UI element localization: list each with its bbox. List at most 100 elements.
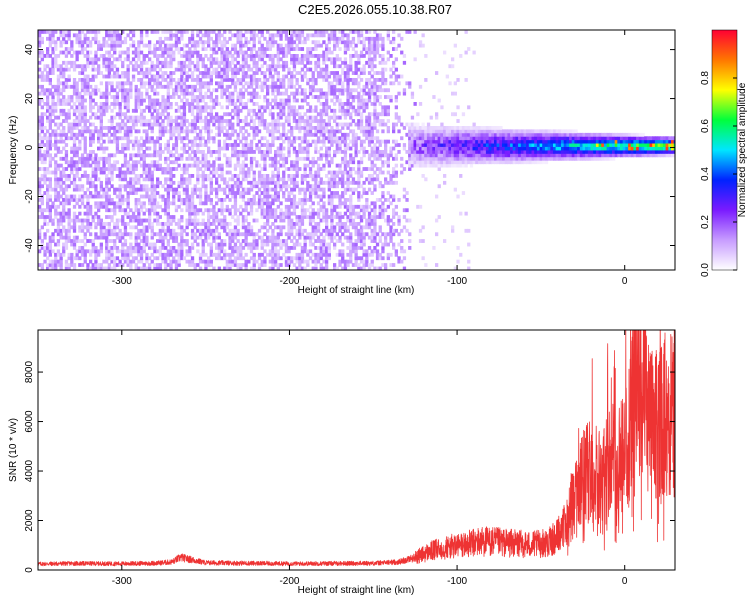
heatmap-cell	[322, 201, 326, 206]
heatmap-cell	[38, 91, 42, 96]
heatmap-cell	[343, 170, 348, 175]
heatmap-cell	[327, 232, 331, 237]
heatmap-cell	[156, 57, 160, 62]
heatmap-cell	[257, 95, 262, 99]
heatmap-cell	[314, 191, 318, 195]
heatmap-cell	[166, 163, 170, 168]
heatmap-cell	[223, 139, 227, 144]
heatmap-cell	[94, 54, 98, 58]
heatmap-cell	[196, 146, 200, 151]
heatmap-cell	[164, 102, 168, 106]
heatmap-cell	[300, 208, 305, 213]
heatmap-cell	[129, 36, 133, 41]
heatmap-cell	[166, 191, 170, 195]
heatmap-cell	[225, 194, 229, 199]
heatmap-cell	[314, 232, 318, 237]
heatmap-cell	[341, 232, 345, 237]
heatmap-cell	[225, 112, 229, 117]
heatmap-cell	[287, 108, 291, 113]
heatmap-cell	[94, 266, 98, 270]
heatmap-cell	[316, 122, 321, 127]
heatmap-cell	[327, 122, 331, 127]
heatmap-cell	[182, 170, 187, 175]
heatmap-cell	[113, 115, 117, 120]
heatmap-cell	[142, 225, 146, 230]
heatmap-cell	[177, 88, 181, 93]
heatmap-cell	[46, 191, 50, 195]
heatmap-cell	[279, 150, 283, 154]
heatmap-cell	[139, 60, 144, 65]
heatmap-cell	[123, 91, 128, 96]
heatmap-cell	[139, 153, 144, 158]
heatmap-cell	[196, 81, 200, 86]
heatmap-cell	[201, 239, 205, 243]
heatmap-cell	[295, 71, 299, 75]
heatmap-cell	[145, 91, 149, 96]
heatmap-cell	[308, 84, 313, 89]
heatmap-cell	[121, 84, 125, 89]
heatmap-cell	[150, 174, 154, 178]
heatmap-cell	[255, 60, 259, 65]
heatmap-cell	[54, 30, 58, 34]
heatmap-cell	[105, 88, 109, 93]
heatmap-cell	[244, 43, 248, 48]
heatmap-cell	[228, 170, 232, 175]
heatmap-cell	[193, 232, 197, 237]
heatmap-cell	[137, 95, 141, 99]
heatmap-cell	[287, 81, 291, 86]
heatmap-cell	[38, 119, 42, 123]
heatmap-cell	[70, 160, 74, 165]
heatmap-cell	[107, 256, 111, 261]
heatmap-cell	[271, 122, 275, 127]
heatmap-cell	[145, 191, 149, 195]
heatmap-cell	[46, 208, 50, 213]
heatmap-cell	[196, 187, 200, 192]
heatmap-cell	[325, 54, 329, 58]
heatmap-cell	[182, 198, 187, 202]
heatmap-cell	[180, 228, 184, 233]
heatmap-cell	[330, 33, 334, 38]
heatmap-cell	[201, 201, 205, 206]
heatmap-cell	[80, 249, 85, 254]
heatmap-cell	[335, 43, 339, 48]
heatmap-cell	[105, 252, 109, 257]
heatmap-cell	[338, 198, 342, 202]
heatmap-cell	[279, 112, 283, 117]
heatmap-cell	[333, 60, 337, 65]
heatmap-cell	[209, 74, 213, 79]
heatmap-cell	[204, 174, 208, 178]
heatmap-cell	[40, 98, 44, 103]
heatmap-cell	[274, 256, 278, 261]
heatmap-cell	[156, 71, 160, 75]
heatmap-cell	[182, 78, 187, 82]
heatmap-cell	[252, 54, 256, 58]
heatmap-cell	[306, 180, 310, 185]
heatmap-cell	[180, 78, 184, 82]
heatmap-cell	[343, 263, 348, 267]
heatmap-cell	[333, 36, 337, 41]
heatmap-cell	[287, 122, 291, 127]
heatmap-cell	[137, 252, 141, 257]
heatmap-cell	[284, 47, 289, 51]
heatmap-cell	[137, 102, 141, 106]
heatmap-cell	[343, 163, 348, 168]
heatmap-cell	[233, 180, 238, 185]
heatmap-cell	[185, 198, 189, 202]
heatmap-cell	[38, 191, 42, 195]
heatmap-cell	[228, 143, 232, 147]
heatmap-cell	[314, 252, 318, 257]
heatmap-cell	[322, 211, 326, 216]
heatmap-cell	[295, 242, 299, 247]
heatmap-cell	[225, 232, 229, 237]
heatmap-cell	[123, 170, 128, 175]
heatmap-cell	[105, 102, 109, 106]
heatmap-cell	[303, 95, 307, 99]
heatmap-cell	[83, 218, 87, 223]
heatmap-cell	[298, 201, 302, 206]
heatmap-cell	[174, 259, 179, 264]
heatmap-cell	[75, 136, 79, 141]
heatmap-cell	[295, 201, 299, 206]
heatmap-cell	[89, 108, 93, 113]
heatmap-cell	[172, 256, 176, 261]
heatmap-cell	[139, 208, 144, 213]
